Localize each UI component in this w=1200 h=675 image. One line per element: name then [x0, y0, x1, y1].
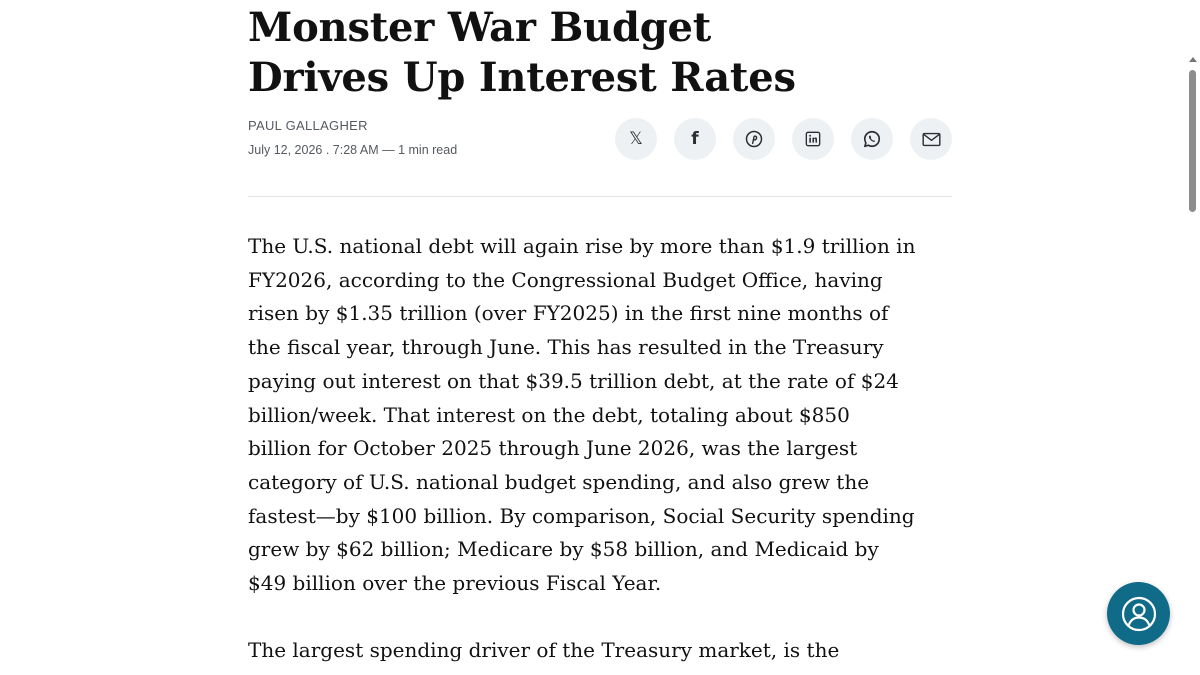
body-line: risen by $1.35 trillion (over FY2025) in…: [248, 301, 889, 326]
publish-dateline: July 12, 2026 . 7:28 AM — 1 min read: [248, 143, 458, 157]
body-line: $49 billion over the previous Fiscal Yea…: [248, 571, 662, 596]
headline-line: Drives Up Interest Rates: [248, 54, 796, 101]
share-x-button[interactable]: 𝕏: [615, 118, 657, 160]
x-icon: 𝕏: [629, 129, 643, 149]
body-line: FY2026, according to the Congressional B…: [248, 267, 883, 292]
linkedin-icon: [805, 131, 821, 147]
share-email-button[interactable]: [910, 118, 952, 160]
author-name[interactable]: PAUL GALLAGHER: [248, 118, 368, 133]
body-paragraph: The U.S. national debt will again rise b…: [248, 230, 958, 601]
pinterest-icon: [745, 130, 763, 148]
user-support-icon: [1121, 596, 1156, 631]
share-bar: 𝕏 f: [615, 118, 952, 160]
share-facebook-button[interactable]: f: [674, 118, 716, 160]
body-line: billion for October 2025 through June 20…: [248, 436, 858, 461]
email-icon: [921, 132, 941, 146]
whatsapp-icon: [863, 130, 881, 148]
body-line: category of U.S. national budget spendin…: [248, 469, 870, 494]
body-line: billion/week. That interest on the debt,…: [248, 402, 850, 427]
headline-line: Monster War Budget: [248, 4, 712, 51]
article-body: The U.S. national debt will again rise b…: [248, 230, 958, 667]
header-divider: [248, 196, 952, 197]
body-paragraph: The largest spending driver of the Treas…: [248, 634, 958, 668]
body-line: paying out interest on that $39.5 trilli…: [248, 368, 899, 393]
share-pinterest-button[interactable]: [733, 118, 775, 160]
scroll-up-arrow-icon[interactable]: [1189, 57, 1197, 62]
article-headline: Monster War Budget Drives Up Interest Ra…: [248, 3, 952, 103]
help-chat-button[interactable]: [1107, 582, 1170, 645]
body-line: The largest spending driver of the Treas…: [248, 637, 840, 662]
share-whatsapp-button[interactable]: [851, 118, 893, 160]
share-linkedin-button[interactable]: [792, 118, 834, 160]
body-line: The U.S. national debt will again rise b…: [248, 234, 916, 258]
body-line: fastest—by $100 billion. By comparison, …: [248, 503, 915, 528]
scrollbar-thumb[interactable]: [1189, 70, 1196, 212]
body-line: the fiscal year, through June. This has …: [248, 335, 884, 360]
page-scrollbar[interactable]: [1185, 0, 1200, 675]
facebook-icon: f: [691, 129, 699, 149]
body-line: grew by $62 billion; Medicare by $58 bil…: [248, 537, 879, 562]
